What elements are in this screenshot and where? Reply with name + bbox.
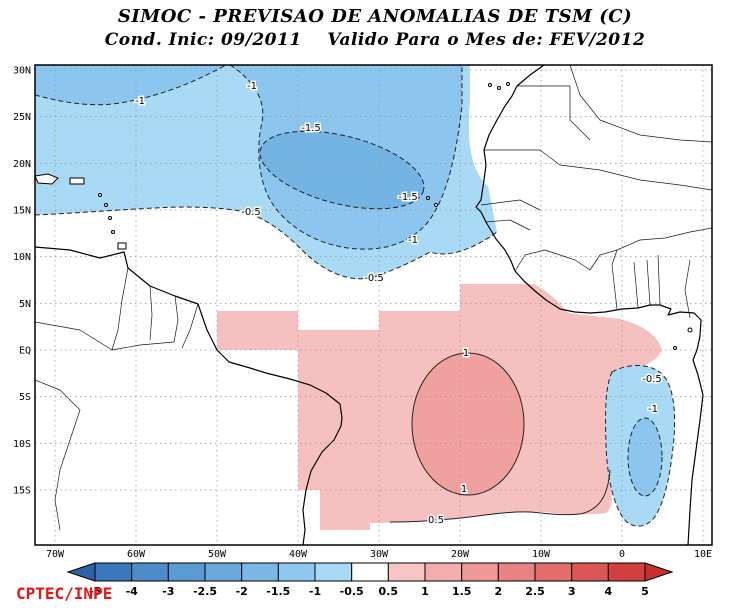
contour-label: -1 bbox=[135, 96, 145, 107]
lat-tick: 15N bbox=[13, 206, 31, 217]
lon-tick: 10W bbox=[532, 549, 551, 560]
contour-label: 1 bbox=[461, 484, 467, 495]
lat-tick: 15S bbox=[13, 486, 31, 497]
lat-tick: 5S bbox=[19, 392, 31, 403]
lat-axis: 30N 25N 20N 15N 10N 5N EQ 5S 10S 15S bbox=[13, 66, 31, 497]
lon-tick: 60W bbox=[127, 549, 146, 560]
contour-minus05-angola bbox=[605, 365, 676, 527]
contour-minus1-north-lobe bbox=[35, 65, 227, 106]
colorbar-tick: -4 bbox=[126, 585, 139, 598]
contour-label: -0.5 bbox=[241, 207, 261, 218]
contour-lines bbox=[35, 65, 676, 527]
colorbar-tick: -2 bbox=[236, 585, 248, 598]
shaded-regions bbox=[35, 65, 675, 530]
atlantic-islands bbox=[426, 82, 693, 350]
colorbar-left-arrow bbox=[66, 562, 96, 582]
contour-label: -1.5 bbox=[301, 123, 321, 134]
colorbar-cell bbox=[277, 562, 316, 582]
region-angola-negative-core bbox=[628, 418, 662, 496]
map-frame bbox=[34, 64, 713, 546]
lon-tick: 40W bbox=[289, 549, 308, 560]
lat-tick: 10N bbox=[13, 252, 31, 263]
contour-label: -0.5 bbox=[642, 374, 662, 385]
colorbar-cell bbox=[571, 562, 609, 582]
colorbar-cell bbox=[314, 562, 353, 582]
colorbar-tick: 5 bbox=[641, 585, 649, 598]
region-south-positive-core bbox=[412, 353, 524, 495]
page-title: SIMOC - PREVISAO DE ANOMALIAS DE TSM (C) bbox=[117, 6, 633, 27]
colorbar-tick: -2.5 bbox=[193, 585, 217, 598]
africa-coastline bbox=[475, 65, 704, 545]
contour-label: 0.5 bbox=[428, 515, 444, 526]
africa-borders bbox=[480, 65, 712, 319]
lon-tick: 20W bbox=[451, 549, 470, 560]
contour-label: -1 bbox=[247, 81, 257, 92]
lat-tick: 20N bbox=[13, 159, 31, 170]
colorbar-cell bbox=[351, 562, 389, 582]
colorbar-tick: -1 bbox=[309, 585, 321, 598]
contour-minus05-north bbox=[35, 206, 498, 280]
colorbar-cell bbox=[387, 562, 426, 582]
colorbar-cell bbox=[131, 562, 169, 582]
contour-label: 1 bbox=[463, 348, 469, 359]
region-north-negative-core bbox=[260, 131, 424, 209]
colorbar-tick: 1.5 bbox=[452, 585, 472, 598]
colorbar-cell bbox=[204, 562, 243, 582]
region-north-negative-lobe bbox=[35, 65, 226, 105]
contour-minus15-north-core bbox=[259, 130, 425, 210]
colorbar-tick: -3 bbox=[162, 585, 174, 598]
colorbar-tick-labels: -5 -4 -3 -2.5 -2 -1.5 -1 -0.5 0.5 1 1.5 … bbox=[89, 585, 649, 598]
colorbar-cell bbox=[241, 562, 279, 582]
lon-tick: 0 bbox=[619, 549, 625, 560]
colorbar-tick: -1.5 bbox=[266, 585, 290, 598]
caribbean-islands bbox=[35, 173, 127, 250]
cptec-inpe-credit: CPTEC/INPE bbox=[16, 584, 113, 603]
contour-plus05-south bbox=[389, 469, 611, 523]
colorbar-tick: 2.5 bbox=[525, 585, 545, 598]
lon-tick: 50W bbox=[208, 549, 227, 560]
map-outlines bbox=[35, 65, 712, 545]
contour-label: -1 bbox=[648, 404, 658, 415]
grid-lines bbox=[35, 65, 712, 545]
lon-axis: 70W 60W 50W 40W 30W 20W 10W 0 10E bbox=[46, 549, 712, 560]
lon-tick: 70W bbox=[46, 549, 65, 560]
colorbar-cell bbox=[461, 562, 499, 582]
region-south-positive-block-west bbox=[217, 311, 298, 350]
colorbar-cell bbox=[497, 562, 536, 582]
colorbar-cell bbox=[167, 562, 206, 582]
contour-value-labels: -1 -1 -1.5 -1.5 -1 -0.5 -0.5 1 1 0.5 -0.… bbox=[134, 80, 664, 528]
contour-plus1-south-core bbox=[411, 352, 525, 496]
colorbar-cell bbox=[94, 562, 133, 582]
colorbar-tick: 0.5 bbox=[379, 585, 399, 598]
lat-tick: 30N bbox=[13, 66, 31, 77]
colorbar-tick: 4 bbox=[604, 585, 612, 598]
lon-tick: 30W bbox=[370, 549, 389, 560]
colorbar-cell bbox=[424, 562, 463, 582]
contour-minus1-angola-core bbox=[627, 417, 663, 497]
colorbar-tick: 2 bbox=[494, 585, 502, 598]
page-subtitle: Cond. Inic: 09/2011 Valido Para o Mes de… bbox=[104, 30, 646, 50]
colorbar-right-arrow bbox=[644, 562, 674, 582]
colorbar-cell bbox=[607, 562, 646, 582]
lat-tick: 25N bbox=[13, 112, 31, 123]
colorbar-tick: 1 bbox=[421, 585, 429, 598]
colorbar-tick: 3 bbox=[568, 585, 576, 598]
contour-label: -0.5 bbox=[364, 273, 384, 284]
lat-tick: 5N bbox=[19, 299, 31, 310]
south-america-borders bbox=[35, 267, 199, 531]
colorbar-tick: -0.5 bbox=[340, 585, 364, 598]
lon-tick: 10E bbox=[694, 549, 712, 560]
south-america-coastline bbox=[35, 246, 343, 545]
colorbar-cell bbox=[534, 562, 573, 582]
contour-label: -1.5 bbox=[398, 192, 418, 203]
lat-tick: 10S bbox=[13, 439, 31, 450]
colorbar-tick: -5 bbox=[89, 585, 101, 598]
lat-tick: EQ bbox=[19, 346, 31, 357]
contour-minus1-north-blob bbox=[229, 65, 463, 250]
colorbar: -5 -4 -3 -2.5 -2 -1.5 -1 -0.5 0.5 1 1.5 … bbox=[66, 562, 674, 598]
contour-label: -1 bbox=[408, 235, 418, 246]
